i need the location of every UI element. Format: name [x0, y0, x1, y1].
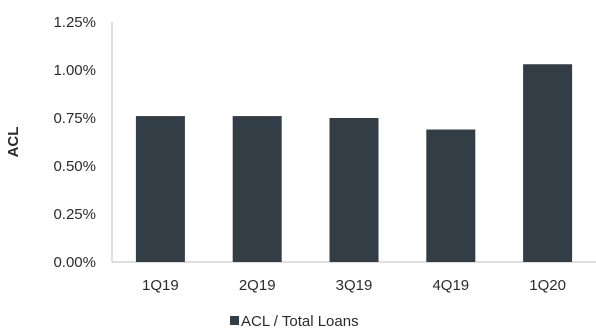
x-axis-ticks: 1Q19 2Q19 3Q19 4Q19 1Q20	[142, 277, 566, 294]
bar-1Q19	[135, 116, 185, 262]
x-tick-label: 1Q19	[142, 277, 179, 294]
bar-1Q20	[523, 64, 573, 263]
legend-label: ACL / Total Loans	[241, 313, 359, 330]
x-tick-label: 4Q19	[432, 277, 469, 294]
legend: ACL / Total Loans	[230, 313, 359, 330]
x-tick-label: 3Q19	[336, 277, 373, 294]
legend-swatch	[230, 316, 239, 325]
x-tick-label: 2Q19	[239, 277, 276, 294]
y-tick-label: 0.75%	[53, 110, 96, 127]
x-tick-label: 1Q20	[529, 277, 566, 294]
bar-3Q19	[329, 118, 379, 262]
bars	[135, 64, 573, 263]
y-tick-label: 0.00%	[53, 254, 96, 271]
y-tick-label: 0.50%	[53, 158, 96, 175]
y-tick-label: 1.00%	[53, 62, 96, 79]
y-tick-label: 1.25%	[53, 14, 96, 31]
y-axis-ticks: 0.00% 0.25% 0.50% 0.75% 1.00% 1.25%	[53, 14, 96, 271]
bar-4Q19	[426, 129, 476, 262]
y-tick-label: 0.25%	[53, 206, 96, 223]
bar-2Q19	[232, 116, 282, 262]
y-axis-title: ACL	[5, 127, 22, 158]
